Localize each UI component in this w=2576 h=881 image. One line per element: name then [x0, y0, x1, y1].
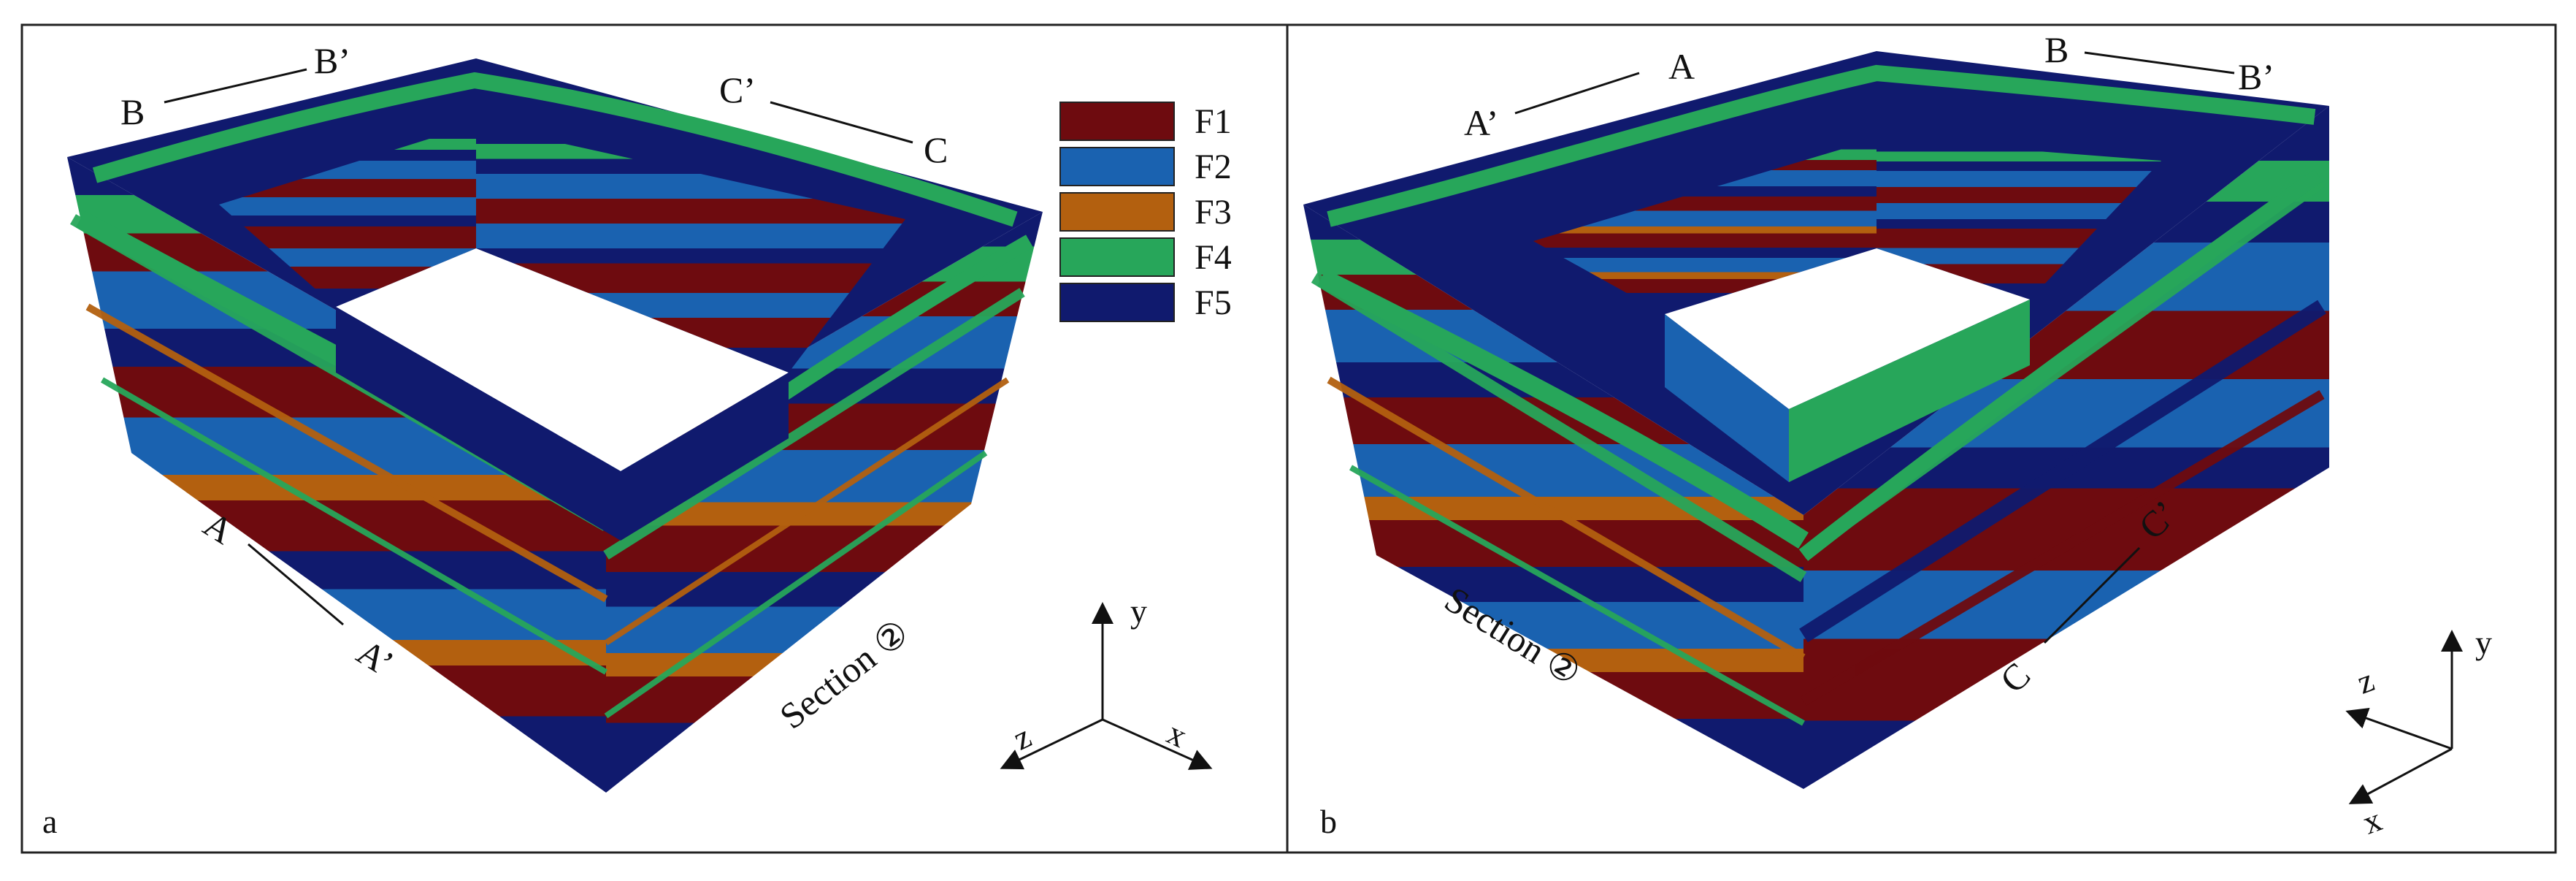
block-b-strata-lines — [1311, 178, 2326, 726]
axis-b-x-arrow — [2348, 747, 2453, 804]
panel-b-letter: b — [1320, 803, 1337, 840]
axis-a-x-arrow — [1102, 718, 1213, 770]
block-b-inner-back-wall — [1533, 139, 1877, 314]
block-a-front-face — [67, 157, 606, 793]
axes-a: y z x — [1000, 592, 1213, 770]
line-b-C-C — [2043, 546, 2141, 644]
line-a-C-C — [770, 101, 913, 144]
axis-a-x-label: x — [1162, 714, 1192, 755]
axis-a-z-arrow — [1000, 718, 1103, 770]
legend: F1 F2 F3 F4 F5 — [1059, 102, 1232, 322]
legend-swatch-f5 — [1059, 283, 1175, 322]
line-b-A-A — [1514, 72, 1640, 115]
legend-swatch-f3 — [1059, 192, 1175, 232]
axis-b-z-label: z — [2352, 661, 2379, 701]
label-b-A: A — [1668, 46, 1695, 87]
label-a-C-prime: C’ — [719, 69, 756, 110]
panel-a — [67, 58, 1043, 793]
line-a-B-B — [164, 68, 307, 104]
block-a-inner-back-wall — [219, 124, 476, 307]
label-a-B: B — [120, 91, 145, 132]
panel-b — [1303, 51, 2329, 789]
legend-label-f2: F2 — [1195, 148, 1232, 186]
axis-b-x-label: x — [2358, 801, 2386, 842]
panel-a-letter: a — [42, 803, 57, 840]
legend-swatch-f4 — [1059, 237, 1175, 277]
label-a-C: C — [924, 129, 948, 170]
line-a-A-A — [248, 543, 344, 626]
axis-b-z-arrow — [2345, 707, 2453, 750]
block-a-inner-front-wall — [621, 373, 789, 541]
block-a-top-band — [92, 72, 1018, 227]
block-b-opening — [1665, 248, 2030, 409]
label-b-B-prime: B’ — [2238, 56, 2274, 97]
legend-label-f1: F1 — [1195, 102, 1232, 141]
axes-b: y z x — [2345, 624, 2492, 842]
figure-frame — [20, 23, 2557, 854]
block-b-top-band — [1327, 64, 2316, 227]
legend-swatch-f1 — [1059, 102, 1175, 141]
axis-a-y-label: y — [1130, 592, 1147, 630]
block-a-inner-right-wall — [476, 124, 905, 373]
block-b-inner-front-wall — [1789, 300, 2030, 482]
label-a-B-prime: B’ — [314, 40, 350, 81]
label-b-B: B — [2044, 29, 2069, 70]
legend-label-f4: F4 — [1195, 238, 1232, 277]
legend-label-f3: F3 — [1195, 193, 1232, 232]
legend-swatch-f2 — [1059, 147, 1175, 186]
block-a-opening — [336, 248, 789, 471]
legend-label-f5: F5 — [1195, 283, 1232, 322]
block-b-inner-left-wall — [1665, 314, 1789, 482]
block-a-inner-left-wall — [336, 307, 621, 541]
block-b-inner-right-wall — [1877, 139, 2161, 300]
label-b-A-prime: A’ — [1464, 102, 1498, 143]
line-b-B-B — [2084, 51, 2235, 75]
axis-a-z-label: z — [1008, 717, 1037, 758]
axis-b-y-label: y — [2475, 624, 2492, 661]
